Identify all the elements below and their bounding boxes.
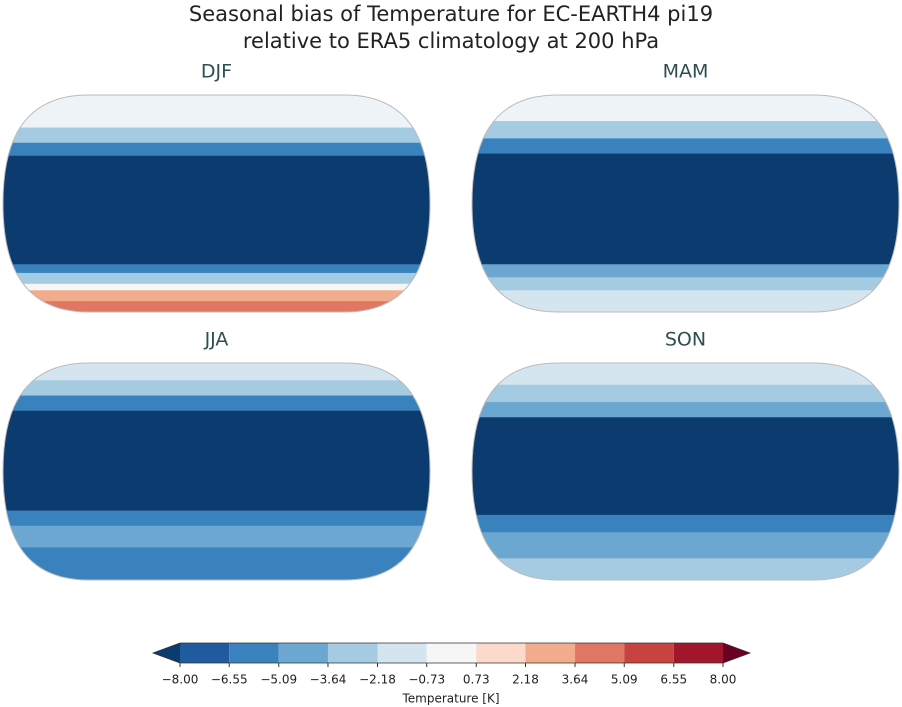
- contour-band: [472, 532, 899, 559]
- colorbar-tick-label: 0.73: [463, 673, 490, 687]
- colorbar-tick-label: −5.09: [260, 673, 297, 687]
- contour-band: [3, 142, 430, 157]
- colorbar-segment: [229, 643, 279, 663]
- map-border: [2, 362, 431, 581]
- contour-band: [472, 277, 899, 291]
- colorbar-tick-label: −0.73: [408, 673, 445, 687]
- map-border: [471, 362, 900, 581]
- map: [472, 363, 899, 580]
- panel-title: JJA: [204, 329, 229, 351]
- panel-title: SON: [665, 329, 706, 351]
- colorbar-segment: [426, 643, 477, 663]
- colorbar-tick-label: −8.00: [162, 673, 199, 687]
- contour-band: [3, 510, 430, 527]
- colorbar-tick-label: −3.64: [310, 673, 347, 687]
- colorbar-segment: [327, 643, 378, 663]
- colorbar-segment: [180, 643, 230, 663]
- contour-band: [472, 402, 899, 418]
- contour-band: [472, 138, 899, 155]
- colorbar-tick-label: 3.64: [562, 673, 589, 687]
- contour-band: [3, 283, 430, 291]
- contour-band: [472, 121, 899, 139]
- contour-band: [472, 514, 899, 533]
- contour-band: [472, 384, 899, 403]
- panel-title: DJF: [201, 61, 232, 83]
- panel-title: MAM: [663, 61, 709, 83]
- colorbar-segment: [673, 643, 723, 663]
- contour-band: [472, 264, 899, 278]
- colorbar-segment: [624, 643, 674, 663]
- colorbar: −8.00 −6.55 −5.09 −3.64 −2.18 −0.73 0.73 2.18 3.…: [151, 642, 752, 687]
- contour-band: [472, 95, 899, 122]
- colorbar-tick-label: 8.00: [710, 673, 737, 687]
- colorbar-segment: [525, 643, 576, 663]
- colorbar-segment: [278, 643, 328, 663]
- figure-title: Seasonal bias of Temperature for EC-EART…: [189, 2, 713, 26]
- colorbar-segment: [476, 643, 526, 663]
- map-border: [471, 94, 900, 313]
- map-border: [2, 94, 431, 313]
- contour-band: [3, 410, 430, 512]
- colorbar-extend: [153, 643, 180, 663]
- maps: DJF MAM JJA SON: [2, 61, 900, 581]
- contour-band: [3, 380, 430, 397]
- colorbar-tick-label: −6.55: [211, 673, 248, 687]
- contour-band: [3, 127, 430, 144]
- contour-band: [472, 290, 899, 312]
- map: [3, 363, 430, 580]
- contour-band: [472, 558, 899, 580]
- contour-band: [3, 155, 430, 265]
- contour-band: [3, 525, 430, 548]
- colorbar-tick-label: −2.18: [359, 673, 396, 687]
- contour-band: [3, 272, 430, 285]
- map: [3, 95, 430, 312]
- contour-band: [3, 290, 430, 302]
- contour-band: [3, 301, 430, 312]
- colorbar-segment: [575, 643, 625, 663]
- contour-band: [3, 395, 430, 412]
- contour-band: [472, 417, 899, 516]
- colorbar-tick-label: 2.18: [512, 673, 539, 687]
- contour-band: [472, 363, 899, 386]
- colorbar-label: Temperature [K]: [401, 692, 499, 706]
- figure-title: relative to ERA5 climatology at 200 hPa: [243, 29, 659, 53]
- colorbar-segment: [377, 643, 427, 663]
- contour-band: [3, 363, 430, 381]
- contour-band: [3, 547, 430, 580]
- contour-band: [3, 264, 430, 274]
- colorbar-extend: [723, 643, 750, 663]
- contour-band: [472, 153, 899, 265]
- contour-band: [3, 95, 430, 129]
- map: [472, 95, 899, 312]
- colorbar-tick-label: 6.55: [660, 673, 687, 687]
- colorbar-tick-label: 5.09: [611, 673, 638, 687]
